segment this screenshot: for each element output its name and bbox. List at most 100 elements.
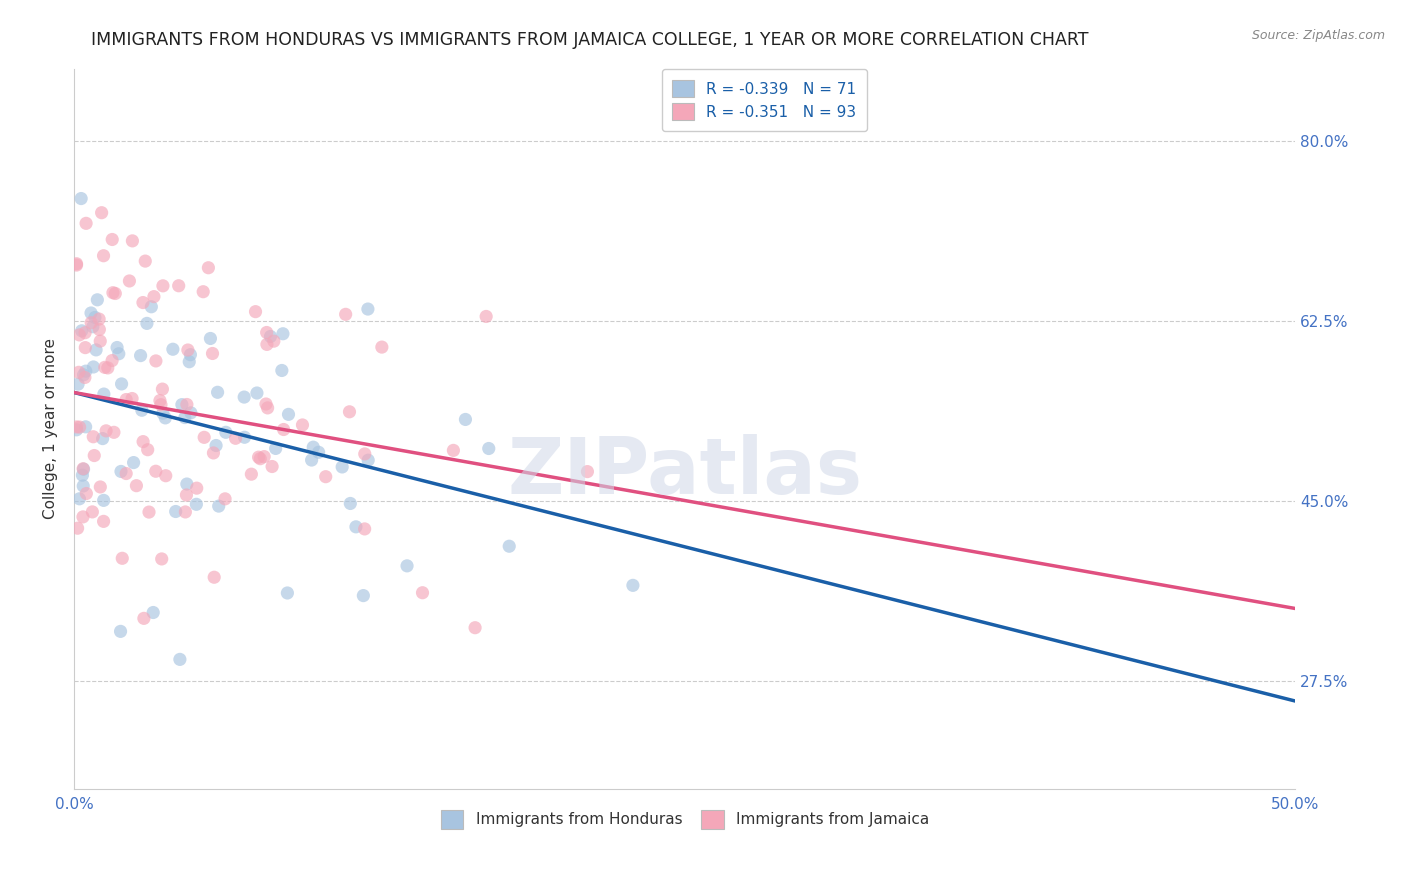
Point bbox=[352, 589, 374, 603]
Point bbox=[396, 558, 419, 573]
Point bbox=[353, 447, 375, 461]
Point bbox=[67, 327, 90, 342]
Point bbox=[176, 488, 198, 502]
Point bbox=[167, 278, 190, 293]
Point bbox=[271, 326, 294, 341]
Point bbox=[72, 509, 94, 524]
Point bbox=[121, 392, 143, 406]
Point bbox=[256, 337, 278, 351]
Point bbox=[357, 301, 380, 316]
Point bbox=[72, 368, 94, 382]
Point bbox=[90, 205, 112, 219]
Text: ZIPatlas: ZIPatlas bbox=[508, 434, 862, 509]
Point bbox=[82, 319, 104, 334]
Point bbox=[65, 420, 87, 434]
Point bbox=[246, 386, 269, 401]
Point bbox=[107, 347, 129, 361]
Point bbox=[233, 430, 256, 444]
Point bbox=[131, 403, 153, 417]
Point bbox=[339, 405, 361, 419]
Point bbox=[93, 515, 115, 529]
Point bbox=[121, 234, 143, 248]
Point bbox=[111, 551, 134, 566]
Point bbox=[214, 491, 236, 506]
Point bbox=[174, 505, 197, 519]
Point bbox=[253, 450, 276, 464]
Point bbox=[208, 499, 231, 513]
Point bbox=[454, 412, 477, 426]
Point bbox=[498, 539, 520, 553]
Point bbox=[291, 417, 314, 432]
Point bbox=[72, 479, 94, 493]
Point bbox=[86, 293, 108, 307]
Point bbox=[330, 459, 353, 474]
Point bbox=[308, 445, 330, 459]
Point bbox=[94, 360, 117, 375]
Point bbox=[475, 310, 498, 324]
Point bbox=[155, 410, 177, 425]
Point bbox=[75, 486, 97, 500]
Point bbox=[357, 453, 380, 467]
Point bbox=[344, 520, 367, 534]
Point bbox=[150, 552, 173, 566]
Point bbox=[65, 423, 87, 437]
Point bbox=[142, 290, 165, 304]
Point bbox=[205, 438, 228, 452]
Point bbox=[176, 397, 198, 411]
Point bbox=[89, 322, 111, 336]
Point bbox=[169, 652, 191, 666]
Point bbox=[132, 611, 155, 625]
Point bbox=[149, 398, 172, 412]
Point bbox=[72, 462, 94, 476]
Point bbox=[202, 446, 225, 460]
Point bbox=[104, 286, 127, 301]
Point bbox=[412, 585, 434, 599]
Point bbox=[66, 521, 89, 535]
Point bbox=[125, 478, 148, 492]
Point bbox=[118, 274, 141, 288]
Point bbox=[225, 431, 247, 445]
Y-axis label: College, 1 year or more: College, 1 year or more bbox=[44, 338, 58, 519]
Point bbox=[138, 505, 160, 519]
Point bbox=[141, 300, 163, 314]
Point bbox=[193, 285, 215, 299]
Point bbox=[179, 348, 201, 362]
Point bbox=[200, 331, 222, 345]
Point bbox=[478, 442, 501, 456]
Point bbox=[136, 442, 159, 457]
Point bbox=[301, 453, 323, 467]
Point bbox=[135, 317, 157, 331]
Point bbox=[315, 469, 337, 483]
Point bbox=[134, 254, 156, 268]
Point bbox=[197, 260, 219, 275]
Point bbox=[129, 349, 152, 363]
Point bbox=[93, 249, 115, 263]
Point bbox=[82, 430, 104, 444]
Point bbox=[115, 392, 138, 407]
Point bbox=[277, 408, 299, 422]
Point bbox=[270, 363, 292, 377]
Point bbox=[186, 497, 208, 511]
Point bbox=[233, 390, 256, 404]
Point bbox=[215, 425, 238, 440]
Point bbox=[84, 310, 107, 325]
Point bbox=[254, 397, 277, 411]
Point bbox=[70, 192, 93, 206]
Point bbox=[201, 346, 224, 360]
Point bbox=[110, 376, 132, 391]
Point bbox=[245, 304, 267, 318]
Point bbox=[89, 312, 111, 326]
Point bbox=[82, 359, 104, 374]
Legend: Immigrants from Honduras, Immigrants from Jamaica: Immigrants from Honduras, Immigrants fro… bbox=[434, 804, 935, 835]
Point bbox=[276, 586, 298, 600]
Point bbox=[262, 459, 284, 474]
Point bbox=[170, 398, 193, 412]
Point bbox=[94, 424, 117, 438]
Point bbox=[101, 353, 124, 368]
Point bbox=[162, 343, 184, 357]
Point bbox=[84, 343, 107, 357]
Point bbox=[65, 257, 87, 271]
Point bbox=[75, 216, 97, 230]
Point bbox=[83, 449, 105, 463]
Point bbox=[149, 393, 172, 408]
